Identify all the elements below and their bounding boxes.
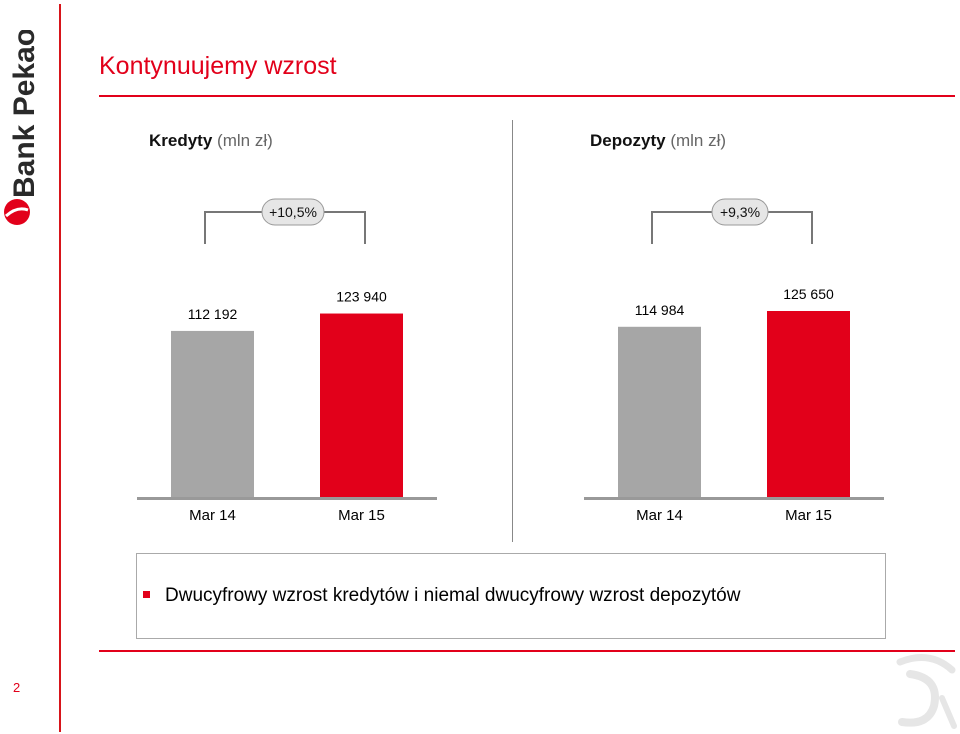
depozyty-bar-2 [767, 311, 850, 497]
footer-rule [99, 650, 955, 652]
page-number: 2 [13, 680, 21, 695]
logo-mark-icon [4, 199, 30, 225]
watermark-icon [896, 654, 957, 729]
depozyty-growth-label: +9,3% [720, 204, 760, 220]
depozyty-growth-pill [711, 198, 769, 226]
kredyty-axis-line [137, 497, 437, 500]
depozyty-unit: (mln zł) [670, 131, 727, 150]
kredyty-growth-label: +10,5% [269, 204, 317, 220]
depozyty-bar-1 [618, 326, 701, 497]
note-text: Dwucyfrowy wzrost kredytów i niemal dwuc… [165, 585, 741, 606]
chart-title-kredyty: Kredyty (mln zł) [149, 131, 273, 151]
chart-title-depozyty: Depozyty (mln zł) [590, 131, 726, 151]
logo: Bank Pekao [0, 30, 40, 230]
bullet-icon [143, 591, 150, 598]
depozyty-tick-label-1: Mar 14 [636, 507, 683, 524]
chart-divider [512, 120, 513, 542]
logo-text: Bank Pekao [8, 30, 40, 198]
left-vertical-rule [59, 4, 61, 732]
page-title: Kontynuujemy wzrost [99, 52, 337, 80]
depozyty-title: Depozyty [590, 131, 666, 150]
kredyty-title: Kredyty [149, 131, 213, 150]
depozyty-value-label-2: 125 650 [783, 286, 834, 302]
depozyty-value-label-1: 114 984 [635, 302, 685, 318]
title-rule [99, 95, 955, 97]
kredyty-value-label-1: 112 192 [188, 306, 238, 322]
kredyty-tick-label-1: Mar 14 [189, 507, 236, 524]
bank-pekao-logo: Bank Pekao [4, 30, 40, 225]
note-box [136, 553, 886, 639]
kredyty-value-label-2: 123 940 [336, 289, 387, 305]
kredyty-bar-1 [171, 330, 254, 497]
kredyty-tick-label-2: Mar 15 [338, 507, 385, 524]
kredyty-bar-2 [320, 313, 403, 497]
depozyty-axis-line [584, 497, 884, 500]
kredyty-unit: (mln zł) [217, 131, 273, 150]
kredyty-growth-pill [261, 198, 325, 226]
depozyty-tick-label-2: Mar 15 [785, 507, 832, 524]
